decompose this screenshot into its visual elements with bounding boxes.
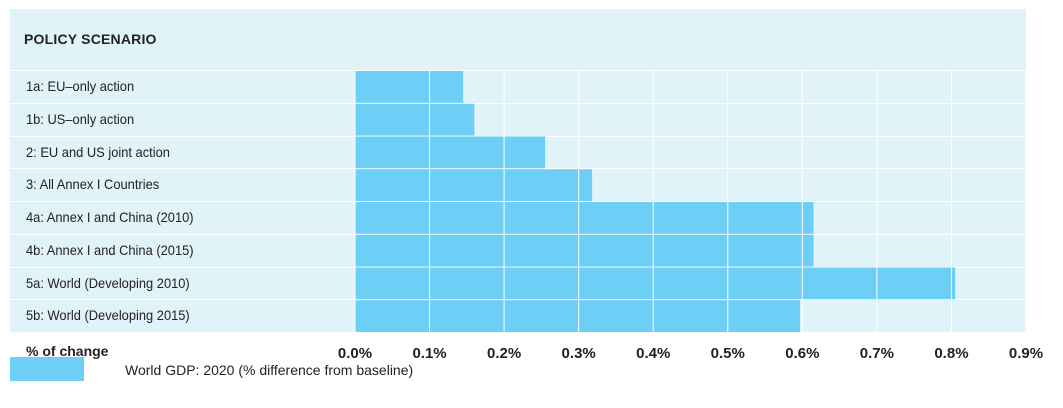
bar: [355, 103, 475, 136]
x-tick-label: 0.5%: [710, 345, 745, 362]
row-separator: [10, 168, 1026, 170]
category-label: 5b: World (Developing 2015): [26, 307, 190, 324]
x-tick-label: 0.2%: [487, 345, 522, 362]
bar: [355, 300, 801, 332]
chart-title: POLICY SCENARIO: [24, 31, 157, 47]
x-tick-label: 0.4%: [636, 345, 671, 362]
category-label: 4a: Annex I and China (2010): [26, 209, 194, 225]
row-separator: [10, 135, 1026, 137]
row-separator: [10, 102, 1026, 104]
category-label: 1a: EU–only action: [26, 78, 135, 94]
x-tick-label: 0.6%: [785, 345, 820, 362]
row-separator: [10, 233, 1026, 235]
x-tick-label: 0.9%: [1008, 345, 1044, 362]
category-label: 4b: Annex I and China (2015): [26, 241, 194, 258]
bar: [355, 136, 546, 169]
bar: [355, 71, 464, 103]
bar: [355, 267, 956, 300]
row-separator: [10, 70, 1026, 71]
x-axis-label: % of change: [26, 343, 109, 359]
row-separator: [10, 299, 1026, 301]
x-tick-label: 0.7%: [859, 345, 894, 362]
legend-label: World GDP: 2020 (% difference from basel…: [125, 362, 414, 378]
bar: [355, 202, 814, 234]
legend-swatch: [10, 357, 84, 381]
bar: [355, 169, 593, 201]
category-label: 5a: World (Developing 2010): [26, 274, 190, 291]
x-tick-label: 0.0%: [337, 345, 373, 362]
x-tick-label: 0.1%: [412, 345, 447, 362]
row-separator: [10, 332, 1026, 333]
row-separator: [10, 266, 1026, 268]
x-tick-label: 0.8%: [934, 345, 969, 362]
category-label: 2: EU and US joint action: [26, 143, 170, 160]
category-label: 1b: US–only action: [26, 110, 135, 127]
category-label: 3: All Annex I Countries: [26, 176, 160, 193]
row-separator: [10, 201, 1026, 202]
bar: [355, 234, 814, 267]
x-tick-label: 0.3%: [561, 345, 596, 362]
